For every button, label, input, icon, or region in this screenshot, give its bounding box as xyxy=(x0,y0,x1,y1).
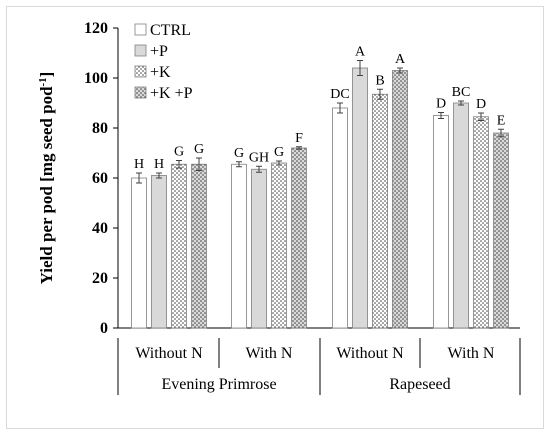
legend-label: +K xyxy=(150,64,171,81)
significance-letter: G xyxy=(174,145,184,160)
significance-letter: G xyxy=(194,142,204,157)
legend-label: +K +P xyxy=(150,85,193,102)
significance-letter: E xyxy=(497,113,506,128)
bar-k xyxy=(271,162,287,329)
significance-letter: GH xyxy=(249,150,269,165)
y-tick-label: 40 xyxy=(92,220,108,237)
bar-kp xyxy=(191,163,207,329)
legend-swatch xyxy=(134,86,147,99)
significance-letter: D xyxy=(436,97,446,112)
bar-k xyxy=(171,163,187,329)
group-label: Rapeseed xyxy=(389,376,450,393)
legend-label: CTRL xyxy=(150,22,191,39)
legend-swatch xyxy=(134,44,147,57)
y-tick-label: 60 xyxy=(92,170,108,187)
bar-ctrl xyxy=(332,107,348,329)
significance-letter: A xyxy=(395,52,406,67)
bar-p xyxy=(151,175,167,329)
significance-letter: B xyxy=(375,73,384,88)
y-tick-label: 80 xyxy=(92,120,108,137)
y-tick-label: 20 xyxy=(92,270,108,287)
legend-label: +P xyxy=(150,43,168,60)
bar-p xyxy=(453,102,469,329)
bar-k xyxy=(473,116,489,329)
significance-letter: DC xyxy=(330,87,349,102)
bar-ctrl xyxy=(231,163,247,329)
legend-swatch xyxy=(134,23,147,36)
bar-ctrl xyxy=(433,115,449,329)
legend-swatch xyxy=(134,65,147,78)
bar-kp xyxy=(493,132,509,329)
significance-letter: H xyxy=(154,157,164,172)
y-tick-label: 120 xyxy=(84,20,108,37)
significance-letter: F xyxy=(295,131,303,146)
significance-letter: D xyxy=(476,97,486,112)
significance-letter: H xyxy=(134,157,144,172)
bar-kp xyxy=(291,147,307,329)
y-tick-label: 0 xyxy=(100,320,108,337)
subgroup-label: With N xyxy=(448,345,495,362)
bar-p xyxy=(251,168,267,329)
significance-letter: G xyxy=(274,145,284,160)
subgroup-label: With N xyxy=(246,345,293,362)
subgroup-label: Without N xyxy=(135,345,203,362)
bar-ctrl xyxy=(131,177,147,329)
bar-k xyxy=(372,93,388,329)
group-label: Evening Primrose xyxy=(161,376,276,393)
significance-letter: BC xyxy=(452,85,471,100)
subgroup-label: Without N xyxy=(336,345,404,362)
bar-p xyxy=(352,67,368,329)
significance-letter: A xyxy=(355,45,366,60)
y-axis-title: Yield per pod [mg seed pod-1] xyxy=(37,72,56,285)
significance-letter: G xyxy=(234,146,244,161)
bar-kp xyxy=(392,70,408,329)
y-tick-label: 100 xyxy=(84,70,108,87)
